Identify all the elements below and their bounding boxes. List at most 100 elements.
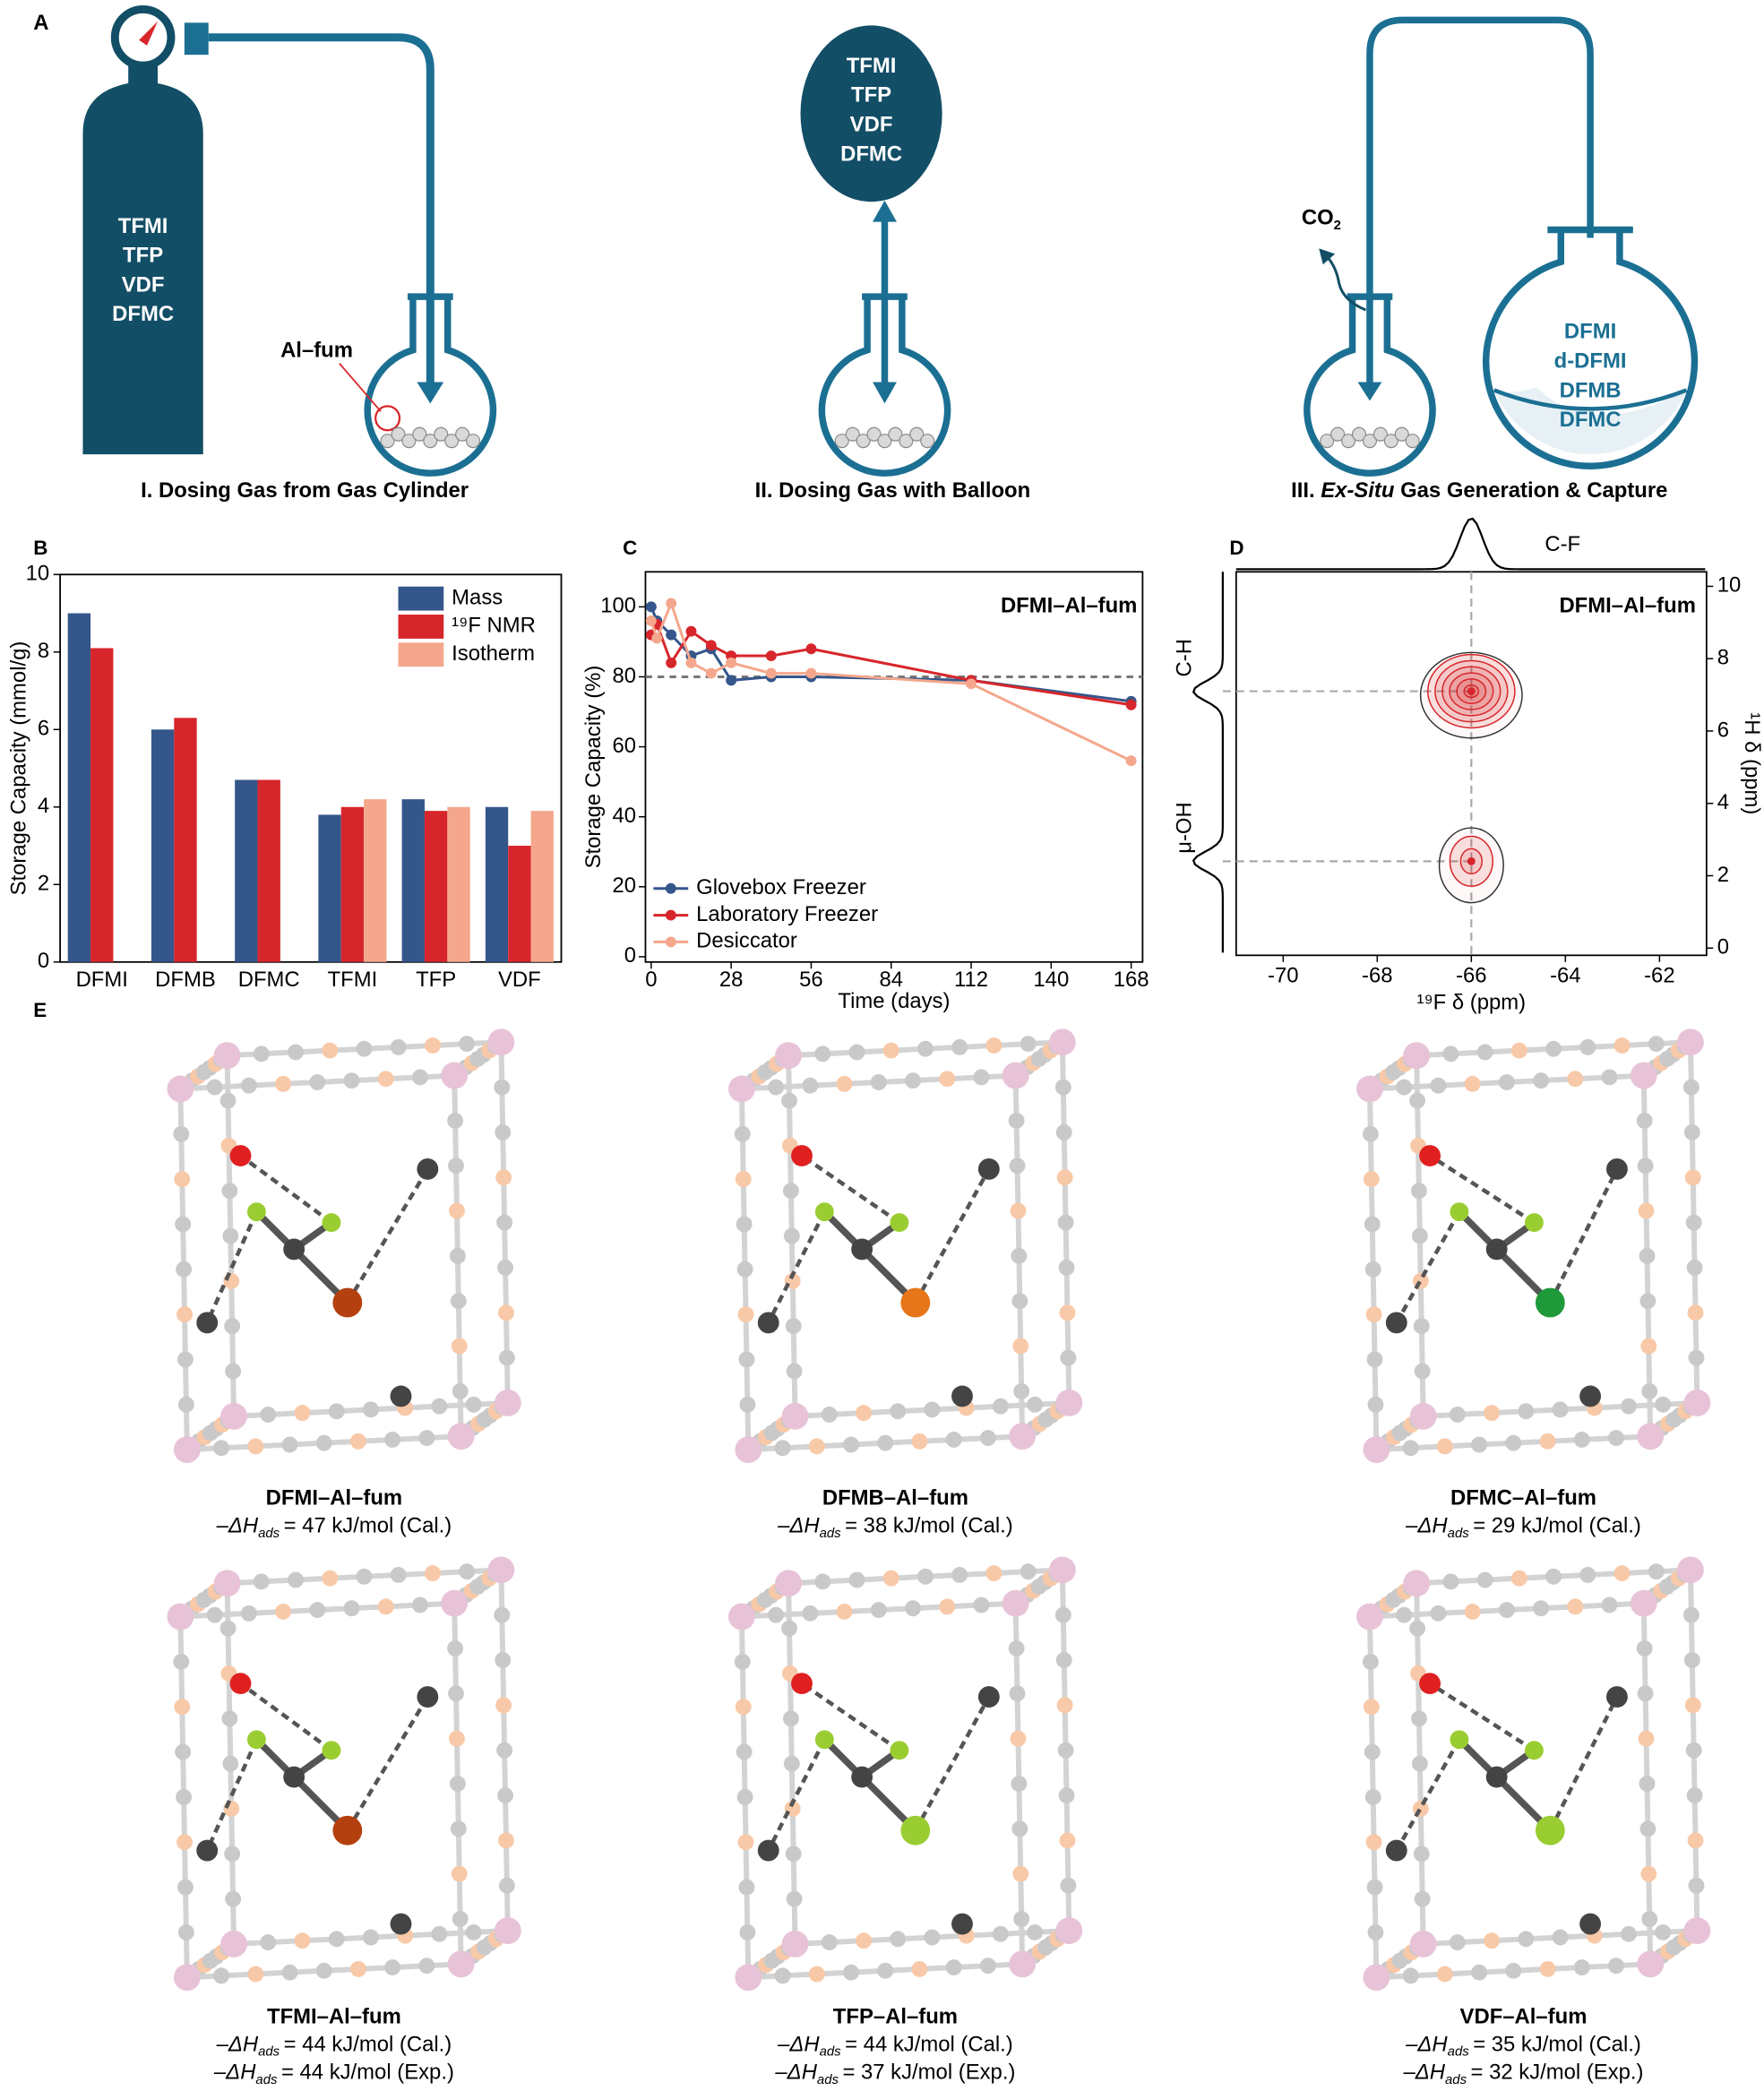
atom [1027,1396,1044,1413]
atom [1364,1743,1381,1760]
metal-node [735,1964,762,1992]
bead [401,434,417,449]
enthalpy-value: = 44 kJ/mol (Exp.) [281,2061,454,2085]
point [765,650,777,662]
atom [1367,1396,1384,1413]
gas-name: TFP [123,244,163,268]
legend-marker [665,936,676,948]
atom [1476,1044,1493,1061]
structure-name: VDF–Al–fum [1460,2004,1588,2028]
gas-name: DFMB [1560,378,1622,402]
bead [909,426,925,442]
carbon [283,1238,305,1261]
atom [734,1125,751,1142]
host-atom [1605,1686,1628,1708]
atom [945,1432,962,1448]
framework [727,1028,1083,1464]
series-line [650,606,1132,703]
gas-name: DFMI [1564,320,1616,344]
atom [343,1600,360,1617]
atom [465,1923,482,1940]
host-atom [417,1158,439,1180]
enthalpy-value: = 29 kJ/mol (Cal.) [1473,1514,1641,1538]
enthalpy-value: = 35 kJ/mol (Cal.) [1473,2033,1641,2057]
bead [899,434,914,449]
pipe [208,33,435,385]
atom [1640,1338,1657,1355]
atom [736,1788,753,1805]
atom [1655,1923,1672,1940]
arrow-head [873,200,897,222]
enthalpy: –ΔHads = 29 kJ/mol (Cal.) [1405,1514,1641,1541]
bead [845,426,860,442]
atom [240,1605,257,1622]
bead [1383,434,1398,449]
atom [1442,1046,1459,1063]
subscript: ads [820,1527,842,1541]
panel-label: C [623,537,637,559]
atom [1608,1958,1624,1975]
atom [1533,1600,1550,1617]
atom [213,1440,230,1457]
interaction [1394,1210,1461,1324]
atom [979,1430,996,1447]
point [645,601,657,613]
atom [736,1743,753,1760]
atom [223,1272,240,1289]
y-tick-label: 6 [1717,718,1729,742]
atom [739,1923,756,1940]
gas-name: DFMC [840,142,902,166]
metal-node [1002,1589,1029,1617]
atom [497,1787,513,1803]
enthalpy-prefix: –ΔH [1402,2061,1445,2085]
x-tick-label: VDF [498,968,541,992]
atom [1498,1074,1515,1090]
atom [206,1079,223,1096]
atom [1471,1436,1488,1453]
atom [1648,1036,1665,1053]
atom [1510,1042,1527,1059]
atom [1055,1123,1072,1140]
projection-top [1235,517,1706,571]
atom [905,1600,921,1617]
atom [1058,1259,1075,1276]
formula: CO [1302,206,1334,230]
atom [905,1072,921,1089]
atom [843,1964,859,1981]
atom [294,1932,311,1949]
point [805,667,817,679]
atom [1396,1606,1413,1623]
x-tick-label: DFMB [155,968,216,992]
atom [1683,1123,1700,1140]
atom [424,1037,441,1054]
atom [870,1602,887,1619]
point [805,643,817,655]
atom [1442,1573,1459,1590]
atom [924,1929,941,1946]
atom [206,1606,223,1623]
atom [431,1398,448,1415]
atom [1464,1604,1481,1620]
atom [225,1363,242,1380]
atom [495,1123,512,1140]
y-tick-label: 60 [612,734,636,758]
bar [340,806,365,962]
atom [1009,1685,1026,1702]
interaction [766,1210,827,1324]
enthalpy-prefix: –ΔH [1405,1514,1448,1538]
atom [1020,1563,1037,1580]
arrow-head [417,382,444,404]
atom [1573,1432,1590,1448]
atom [418,1430,435,1447]
caption-part: III. [1291,478,1321,503]
atom [1012,1338,1029,1355]
legend-swatch [398,642,444,667]
atom [1535,1815,1565,1846]
atom [288,1571,304,1588]
atom [1613,1037,1631,1054]
atom [1608,1430,1624,1447]
atom [781,1620,797,1637]
atom [322,1042,339,1059]
atom [246,1202,266,1222]
panel-label: D [1229,537,1243,559]
